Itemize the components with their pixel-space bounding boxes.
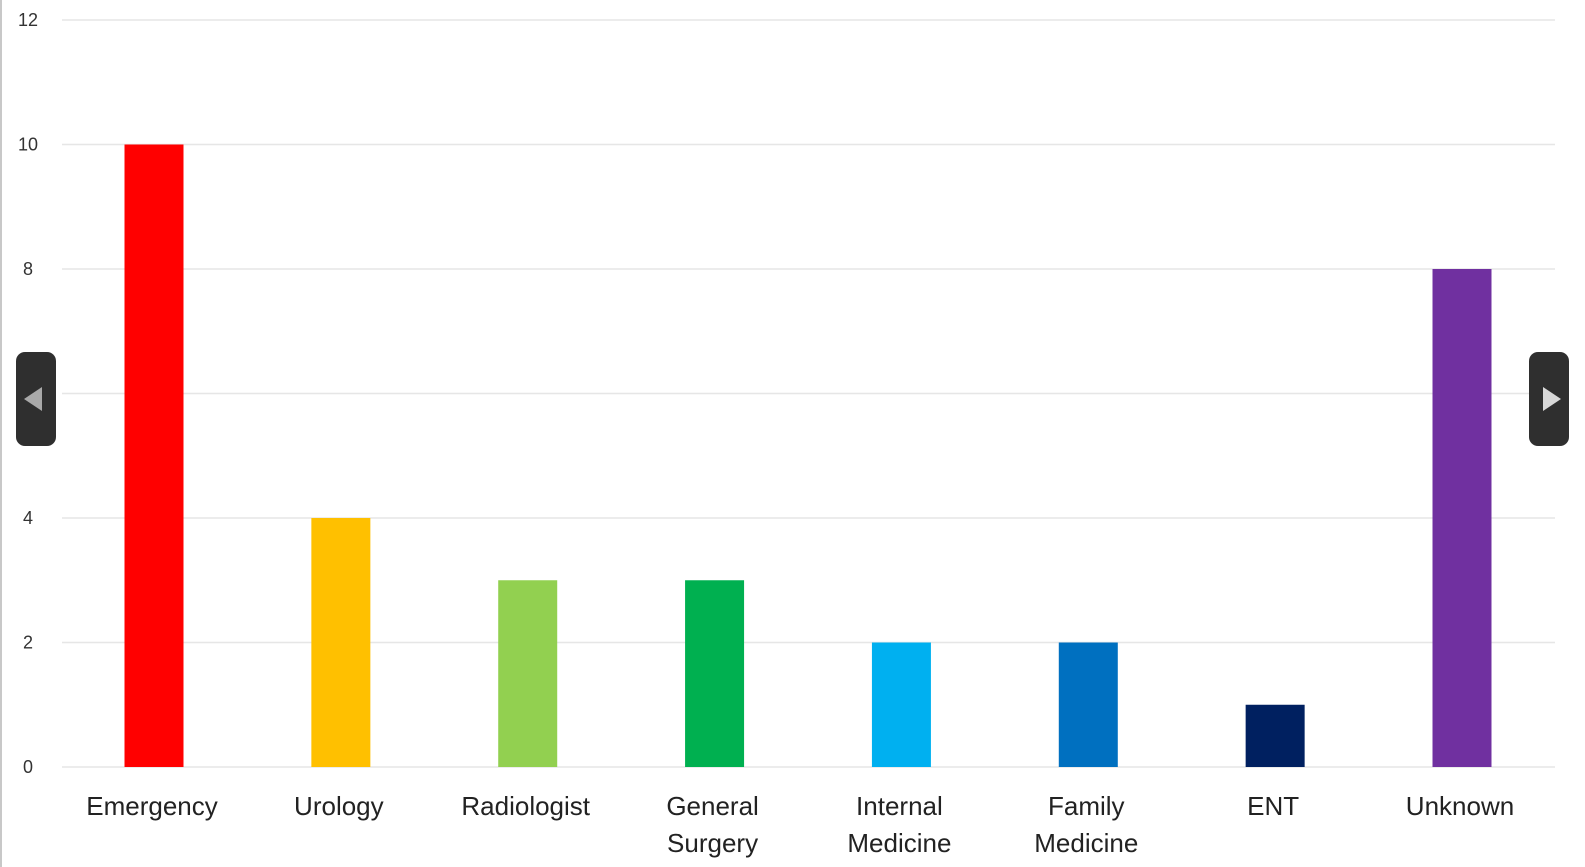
panel-border bbox=[0, 0, 2, 867]
x-tick-label: General Surgery bbox=[666, 791, 759, 858]
bar bbox=[498, 580, 558, 767]
next-button[interactable] bbox=[1529, 352, 1569, 446]
x-tick-label: Unknown bbox=[1406, 791, 1514, 821]
x-tick-label: Emergency bbox=[86, 791, 218, 821]
y-tick-label: 10 bbox=[18, 135, 38, 155]
triangle-right-icon bbox=[1543, 387, 1561, 411]
y-tick-label: 12 bbox=[18, 10, 38, 30]
triangle-left-icon bbox=[24, 387, 42, 411]
y-tick-label: 2 bbox=[23, 633, 33, 653]
previous-button[interactable] bbox=[16, 352, 56, 446]
y-tick-label: 0 bbox=[23, 757, 33, 777]
bar bbox=[1432, 269, 1492, 767]
bar bbox=[124, 144, 184, 767]
bar bbox=[1058, 642, 1118, 767]
x-tick-label: Radiologist bbox=[461, 791, 590, 821]
x-tick-label: Urology bbox=[294, 791, 384, 821]
x-tick-label: Family Medicine bbox=[1034, 791, 1138, 858]
x-tick-label: Internal Medicine bbox=[847, 791, 951, 858]
y-tick-label: 8 bbox=[23, 259, 33, 279]
y-tick-label: 4 bbox=[23, 508, 33, 528]
x-tick-label: ENT bbox=[1247, 791, 1299, 821]
bar bbox=[685, 580, 745, 767]
bar bbox=[871, 642, 931, 767]
bar bbox=[311, 518, 371, 767]
bar bbox=[1245, 704, 1305, 767]
